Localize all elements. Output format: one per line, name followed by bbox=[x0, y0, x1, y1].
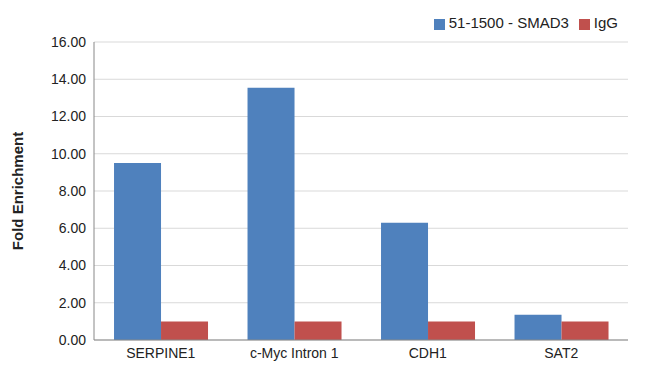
html-text:51-1500 - SMAD3: 51-1500 - SMAD3 bbox=[448, 14, 569, 31]
svg-text:16.00: 16.00 bbox=[51, 34, 86, 50]
svg-text:12.00: 12.00 bbox=[51, 108, 86, 124]
svg-text:4.00: 4.00 bbox=[59, 257, 86, 273]
svg-text:6.00: 6.00 bbox=[59, 220, 86, 236]
svg-text:SERPINE1: SERPINE1 bbox=[126, 345, 195, 361]
svg-text:14.00: 14.00 bbox=[51, 71, 86, 87]
svg-text:2.00: 2.00 bbox=[59, 295, 86, 311]
svg-text:8.00: 8.00 bbox=[59, 183, 86, 199]
svg-text:0.00: 0.00 bbox=[59, 332, 86, 348]
html-text:IgG: IgG bbox=[593, 14, 618, 31]
svg-text:10.00: 10.00 bbox=[51, 146, 86, 162]
svg-text:CDH1: CDH1 bbox=[409, 345, 447, 361]
svg-text:c-Myc Intron 1: c-Myc Intron 1 bbox=[250, 345, 339, 361]
svg-text:Fold Enrichment: Fold Enrichment bbox=[9, 132, 26, 250]
svg-text:SAT2: SAT2 bbox=[544, 345, 578, 361]
